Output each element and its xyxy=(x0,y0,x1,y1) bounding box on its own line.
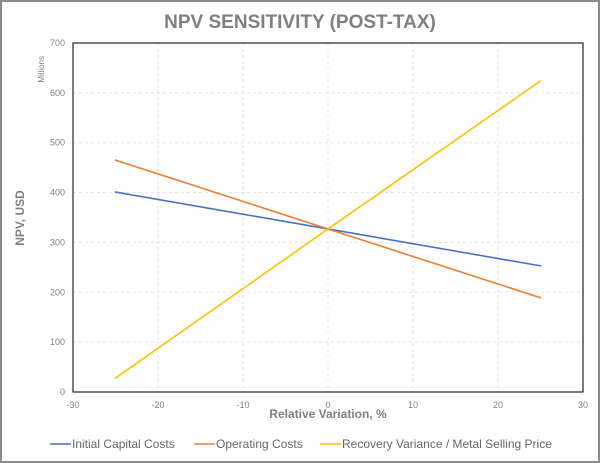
y-axis-label: NPV, USD xyxy=(13,190,27,246)
data-point xyxy=(114,159,117,161)
x-tick-label: 30 xyxy=(578,400,588,410)
x-tick-label: 20 xyxy=(493,400,503,410)
y-tick-label: 600 xyxy=(50,88,65,98)
x-tick-label: 0 xyxy=(325,400,330,410)
x-tick-label: -30 xyxy=(66,400,79,410)
data-point xyxy=(539,265,542,267)
data-point xyxy=(539,296,542,299)
y-tick-label: 400 xyxy=(50,188,65,198)
y-tick-label: 100 xyxy=(50,337,65,347)
legend-label: Operating Costs xyxy=(216,437,303,451)
chart-title: NPV SENSITIVITY (POST-TAX) xyxy=(164,12,436,33)
data-point xyxy=(114,377,117,379)
y-unit-label: Millions xyxy=(37,56,46,83)
x-tick-label: 10 xyxy=(408,400,418,410)
data-point xyxy=(327,228,329,230)
x-tick-label: -10 xyxy=(236,400,249,410)
y-tick-label: 0 xyxy=(60,387,65,397)
y-tick-label: 500 xyxy=(50,138,65,148)
plot-area xyxy=(72,42,584,393)
data-point xyxy=(539,80,542,82)
data-point xyxy=(114,191,117,193)
y-tick-label: 200 xyxy=(50,287,65,297)
x-axis-label: Relative Variation, % xyxy=(269,407,387,421)
y-tick-label: 700 xyxy=(50,38,65,48)
y-tick-label: 300 xyxy=(50,237,65,247)
legend-label: Initial Capital Costs xyxy=(72,437,175,451)
legend-label: Recovery Variance / Metal Selling Price xyxy=(342,437,552,451)
x-tick-label: -20 xyxy=(151,400,164,410)
